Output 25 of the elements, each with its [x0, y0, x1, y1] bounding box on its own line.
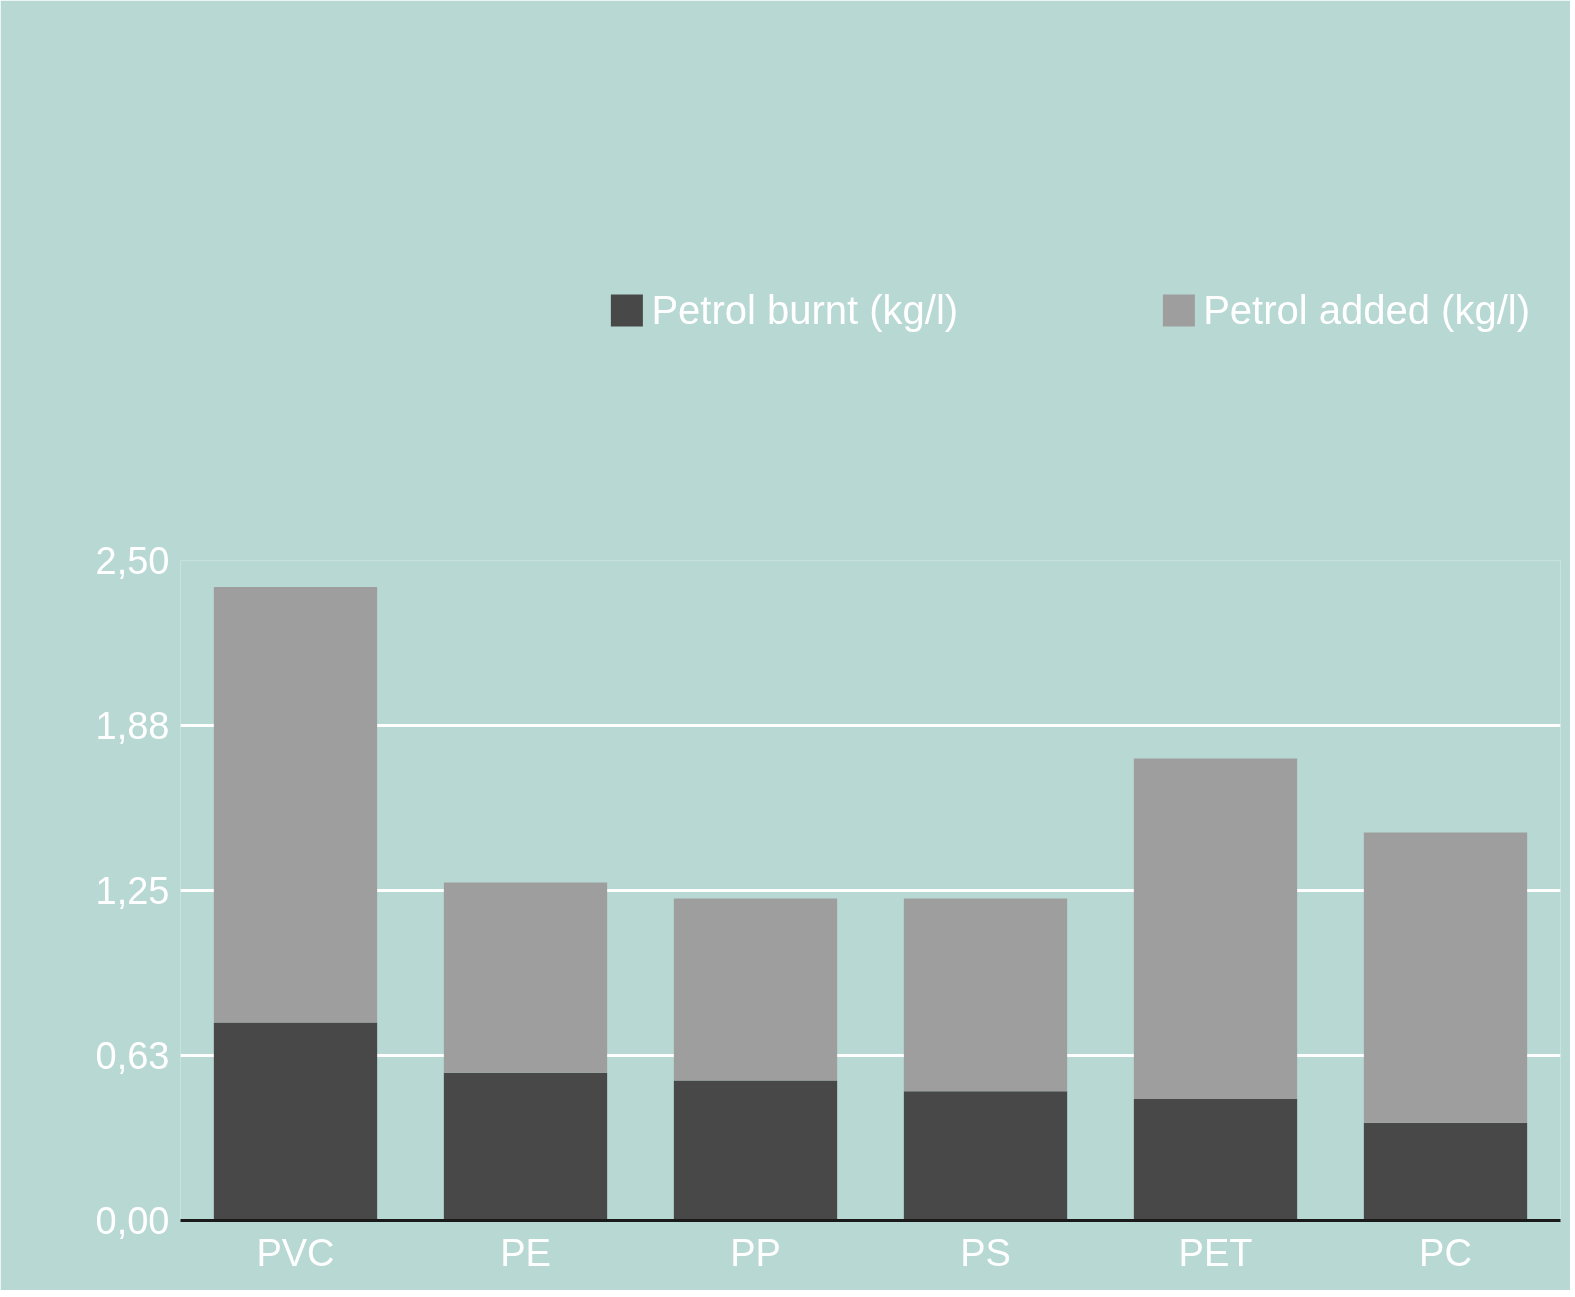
bar: [903, 1091, 1068, 1221]
bar: [673, 898, 838, 1081]
y-tick-label: 1,88: [95, 705, 170, 747]
x-tick-label: PP: [730, 1231, 781, 1274]
bar: [1133, 758, 1298, 1100]
bar: [903, 898, 1068, 1092]
x-tick-label: PC: [1419, 1231, 1472, 1274]
bar: [213, 1022, 378, 1221]
y-tick-label: 2,50: [95, 540, 170, 582]
bar: [673, 1080, 838, 1221]
x-tick-label: PE: [500, 1231, 551, 1274]
bar: [1363, 1122, 1528, 1221]
bar: [1133, 1099, 1298, 1221]
x-tick-label: PVC: [256, 1231, 335, 1274]
x-tick-label: PET: [1178, 1231, 1253, 1274]
bar: [213, 586, 378, 1023]
y-tick-label: 0,63: [95, 1035, 170, 1077]
bar: [1363, 832, 1528, 1123]
y-tick-label: 1,25: [95, 870, 170, 912]
legend-label: Petrol burnt (kg/l): [651, 287, 959, 333]
y-tick-label: 0,00: [95, 1200, 170, 1242]
legend-label: Petrol added (kg/l): [1203, 287, 1530, 333]
x-tick-label: PS: [960, 1231, 1011, 1274]
bar: [443, 1072, 608, 1221]
bar: [443, 882, 608, 1073]
